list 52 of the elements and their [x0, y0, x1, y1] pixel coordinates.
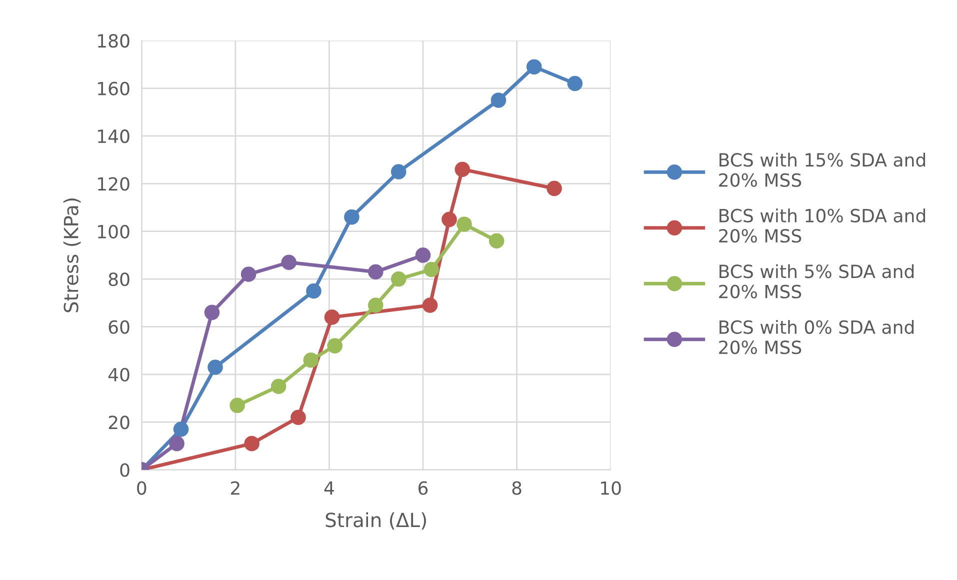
- x-tick-label: 8: [512, 481, 522, 495]
- y-tick-label: 40: [108, 368, 130, 382]
- point: [173, 422, 189, 437]
- x-axis-title: Strain (ΔL): [326, 512, 426, 530]
- y-tick-label: 20: [108, 416, 130, 430]
- point: [344, 209, 360, 225]
- x-tick-label: 0: [137, 481, 146, 495]
- point: [490, 92, 506, 108]
- point: [368, 298, 384, 313]
- legend-label: BCS with 0% SDA and 20% MSS: [719, 320, 914, 354]
- point: [244, 436, 260, 452]
- y-tick-label: 60: [108, 320, 130, 334]
- point: [390, 271, 406, 287]
- point: [208, 360, 223, 375]
- legend-label: BCS with 5% SDA and 20% MSS: [719, 264, 914, 298]
- legend-label: BCS with 10% SDA and 20% MSS: [719, 208, 926, 243]
- x-tick-label: 10: [601, 481, 621, 495]
- y-tick-label: 80: [108, 272, 130, 286]
- y-tick-label: 180: [98, 34, 130, 48]
- legend-label: BCS with 15% SDA and 20% MSS: [719, 152, 926, 187]
- point: [281, 254, 297, 270]
- point: [390, 164, 406, 180]
- point: [546, 180, 562, 196]
- point: [306, 283, 322, 299]
- point: [368, 264, 384, 280]
- point: [169, 436, 184, 452]
- point: [422, 298, 438, 313]
- point: [442, 212, 457, 228]
- y-tick-label: 100: [98, 224, 130, 238]
- y-axis-title: Stress (KPa): [63, 198, 81, 312]
- y-tick-label: 160: [98, 82, 130, 96]
- point: [424, 262, 440, 278]
- x-tick-label: 6: [418, 481, 428, 495]
- y-tick-label: 0: [120, 463, 130, 477]
- x-tick-label: 2: [231, 481, 240, 495]
- x-tick-label: 4: [324, 481, 334, 495]
- y-tick-label: 120: [98, 177, 130, 191]
- point: [290, 410, 306, 425]
- point: [270, 378, 286, 394]
- point: [454, 162, 470, 177]
- point: [488, 233, 504, 249]
- point: [324, 310, 340, 325]
- point: [526, 59, 542, 74]
- point: [327, 338, 342, 354]
- point: [240, 266, 256, 282]
- point: [567, 76, 583, 92]
- point: [204, 304, 220, 320]
- point: [415, 248, 431, 263]
- y-tick-label: 140: [98, 129, 130, 144]
- point: [456, 216, 472, 232]
- point: [303, 352, 319, 368]
- point: [230, 398, 245, 414]
